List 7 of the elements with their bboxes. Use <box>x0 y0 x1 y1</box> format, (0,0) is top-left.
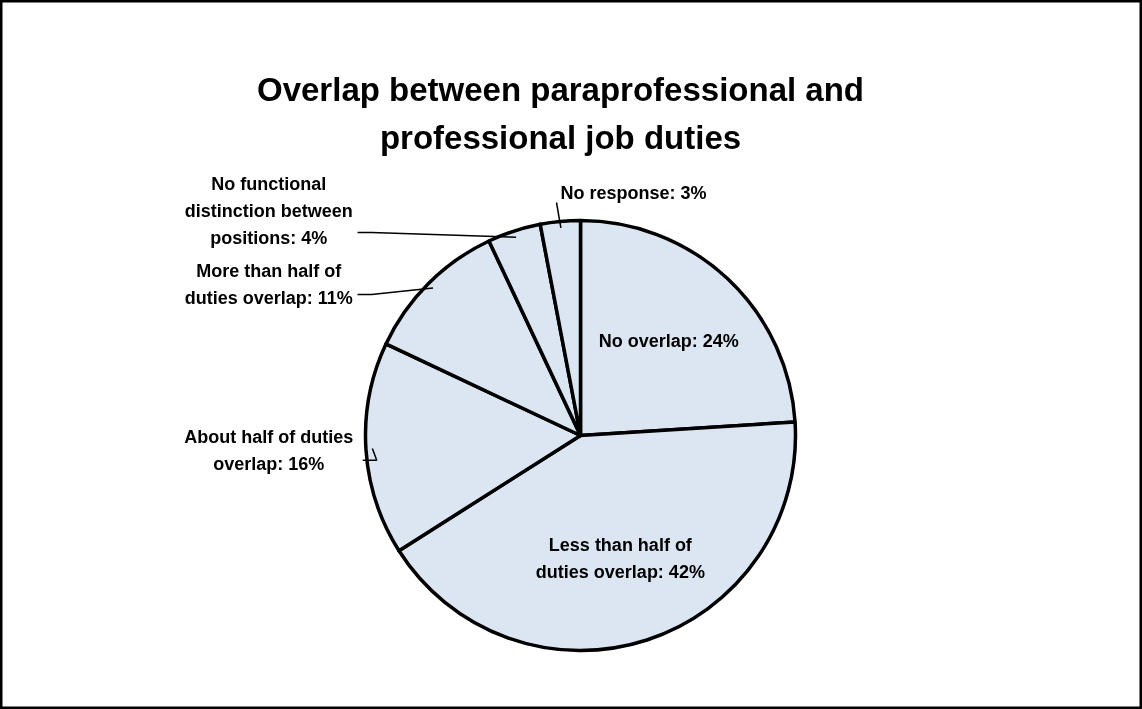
slice-label: Less than half of duties overlap: 42% <box>535 534 705 582</box>
slice-label: No response: 3% <box>560 182 707 203</box>
slice-label: More than half of duties overlap: 11% <box>184 261 353 309</box>
slice-label: No functional distinction between positions: 4% <box>184 173 353 248</box>
chart-title: Overlap between paraprofessional and professional job duties <box>256 70 865 156</box>
slice-label: About half of duties overlap: 16% <box>184 426 354 474</box>
slice-label: No overlap: 24% <box>598 331 739 352</box>
